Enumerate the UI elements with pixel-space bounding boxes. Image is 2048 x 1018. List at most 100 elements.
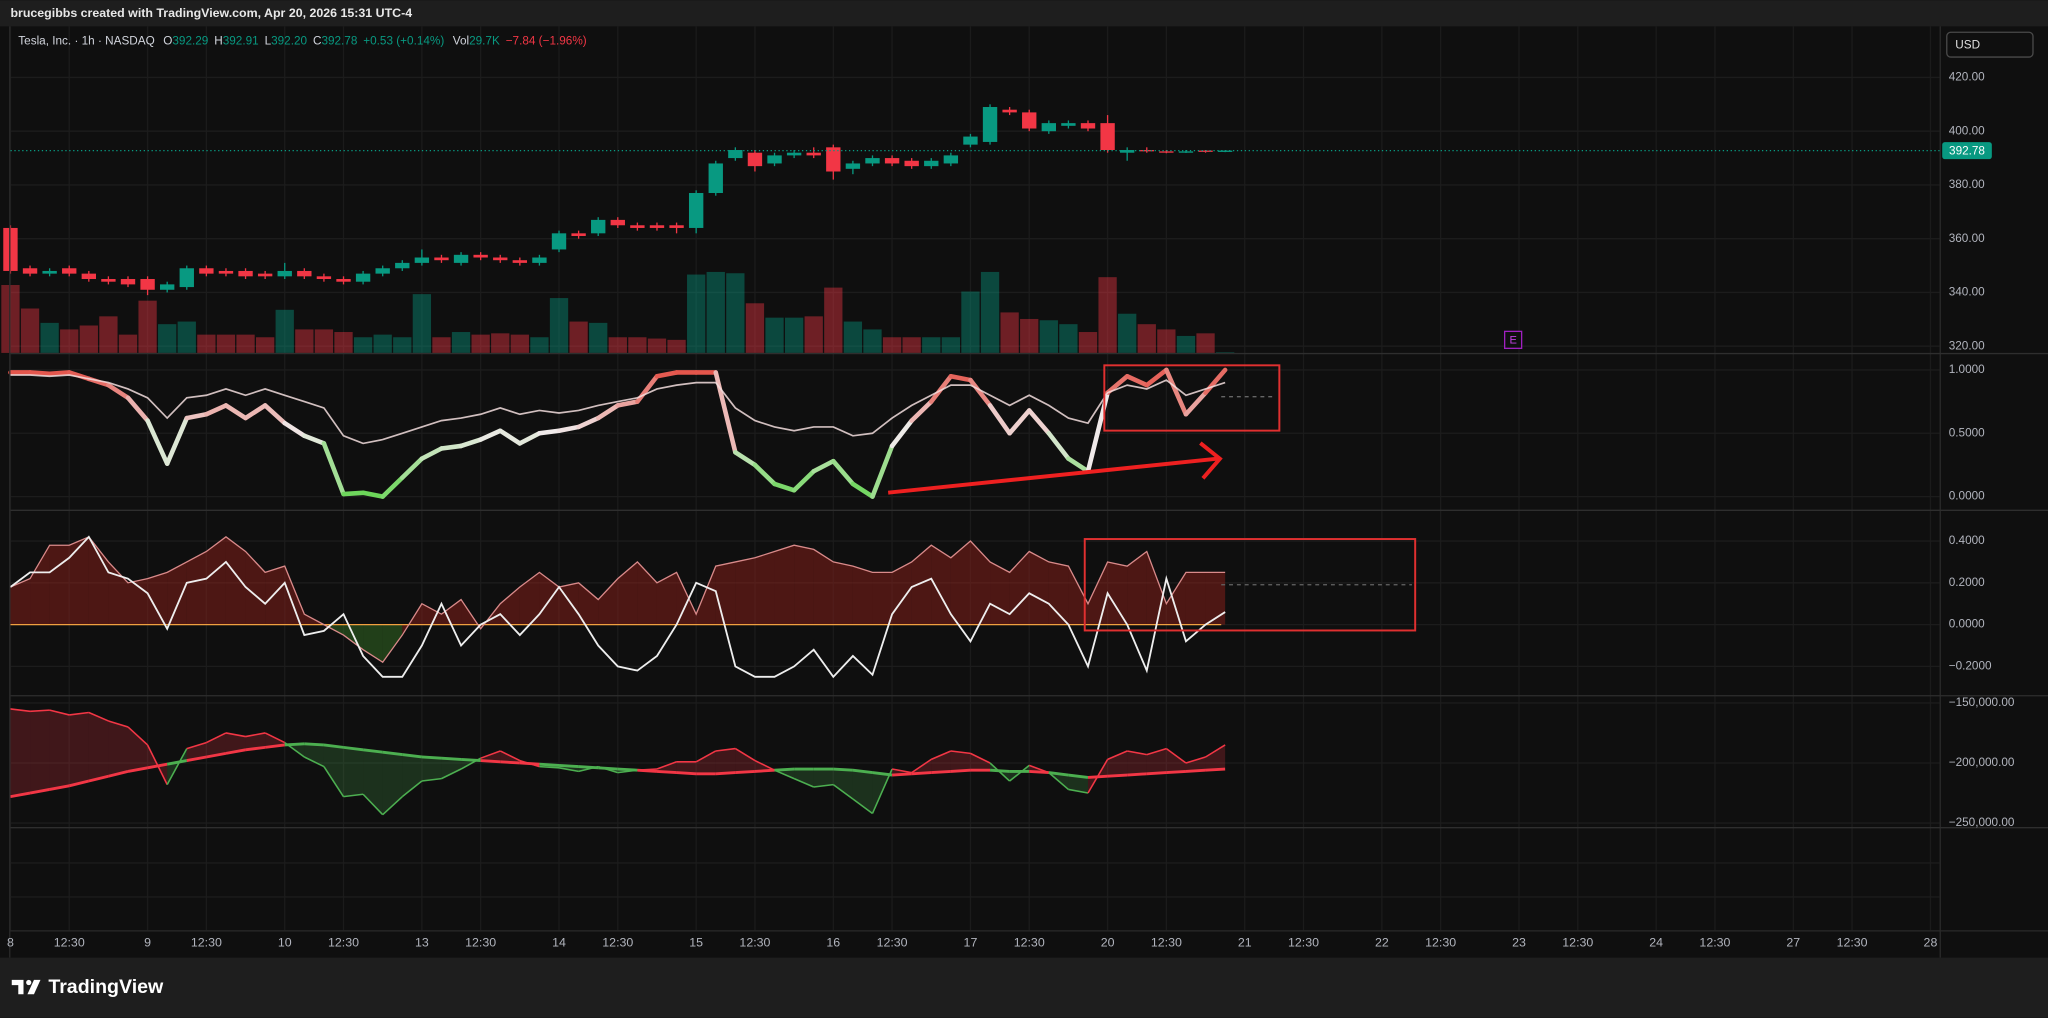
x-tick-label: 12:30	[1699, 936, 1730, 950]
area-fill	[10, 578, 31, 625]
slow-line-segment	[500, 760, 520, 765]
volume-bar	[158, 324, 177, 353]
volume-bar	[726, 273, 745, 353]
currency-button[interactable]	[1946, 31, 2034, 58]
indicator-segment	[223, 403, 248, 421]
low-value: 392.20	[271, 35, 307, 48]
slow-line-segment	[304, 742, 325, 747]
candle-body	[257, 273, 273, 277]
area-fill	[617, 561, 638, 625]
y-tick-label: 360.00	[1949, 232, 1985, 245]
slow-line-segment	[264, 743, 285, 749]
cloud-fill	[833, 769, 853, 800]
fast-line-segment	[852, 798, 873, 815]
volume-bar	[628, 337, 647, 353]
area-fill	[598, 578, 618, 625]
indicator-line	[9, 535, 1226, 679]
fast-line-segment	[382, 796, 403, 816]
fast-line-segment	[206, 732, 227, 744]
indicator-segment	[262, 403, 288, 426]
indicator-line	[10, 536, 1226, 664]
slow-line-segment	[891, 772, 912, 777]
area-fill	[813, 549, 834, 625]
x-tick-label: 12:30	[328, 936, 359, 950]
volume-bar	[60, 329, 79, 353]
volume-bar	[314, 329, 334, 353]
slow-line-segment	[1048, 771, 1069, 777]
x-tick-label: 12:30	[1014, 936, 1045, 950]
candle-body	[1217, 150, 1233, 152]
low-label: L	[265, 35, 272, 48]
area-fill	[872, 572, 893, 625]
volume-bar	[784, 317, 804, 353]
y-tick-label: 0.0000	[1949, 618, 1985, 631]
slow-line-segment	[676, 771, 697, 776]
x-tick-label: 28	[1924, 936, 1938, 950]
cloud-fill	[49, 710, 70, 790]
cloud-fill	[323, 744, 344, 797]
area-fill	[990, 561, 1010, 625]
earnings-label[interactable]: E	[1509, 334, 1516, 346]
candle-body	[786, 152, 802, 156]
area-fill	[539, 572, 560, 625]
candle-body	[1080, 123, 1096, 129]
fast-line-segment	[323, 766, 345, 798]
slow-line-segment	[343, 745, 364, 752]
area-fill	[69, 536, 89, 625]
volume-bar	[236, 334, 255, 353]
candle-body	[904, 160, 919, 167]
y-tick-label: 0.5000	[1949, 426, 1985, 439]
slow-line-segment	[10, 791, 31, 799]
cloud-fill	[1166, 748, 1186, 773]
candle-body	[551, 233, 567, 250]
x-tick-label: 17	[964, 936, 978, 950]
annotation-box	[1083, 538, 1417, 632]
slow-line-segment	[382, 750, 403, 757]
slow-line-segment	[88, 774, 109, 783]
indicator-segment	[164, 415, 190, 466]
indicator-segment	[1144, 367, 1169, 388]
slow-line-segment	[1127, 772, 1147, 777]
indicator-segment	[1183, 390, 1208, 417]
slow-line-segment	[833, 767, 853, 772]
slow-line-segment	[754, 768, 775, 773]
area-fill	[88, 536, 109, 625]
fast-line-segment	[1146, 747, 1167, 756]
slow-line-segment	[598, 766, 618, 771]
logo-shape	[26, 979, 32, 986]
fast-line-segment	[970, 752, 991, 764]
fast-line-segment	[127, 726, 149, 746]
volume-bar	[334, 332, 353, 353]
area-fill	[1029, 551, 1049, 625]
volume-bar	[1098, 277, 1117, 353]
earnings-marker[interactable]	[1504, 330, 1523, 349]
indicator-segment	[360, 490, 385, 499]
volume-bar	[20, 308, 40, 353]
slow-line-segment	[1029, 769, 1049, 775]
area-fill	[892, 561, 912, 625]
y-tick-label: −200,000.00	[1949, 756, 2015, 769]
slow-line-segment	[1087, 774, 1108, 779]
indicator-segment	[497, 428, 523, 446]
currency-label[interactable]: USD	[1955, 38, 1980, 51]
area-fill	[559, 582, 579, 625]
volume-bar	[882, 337, 902, 353]
candle-body	[630, 225, 645, 228]
slow-line-segment	[206, 751, 227, 759]
indicator-segment	[1066, 456, 1091, 474]
slow-line-segment	[578, 765, 599, 770]
area-fill	[794, 545, 814, 625]
indicator-segment	[1046, 430, 1071, 461]
fast-line-segment	[813, 783, 834, 788]
x-tick-label: 12:30	[1425, 936, 1456, 950]
y-tick-label: 320.00	[1949, 339, 1985, 352]
slow-line-segment	[931, 769, 951, 775]
x-tick-label: 12:30	[465, 936, 496, 950]
slow-line-segment	[1205, 767, 1226, 772]
volume-bar	[79, 325, 98, 353]
cloud-fill	[676, 761, 697, 774]
slow-line-segment	[1185, 768, 1206, 773]
indicator-segment	[1007, 408, 1032, 436]
area-fill	[265, 566, 285, 625]
fast-line-segment	[715, 747, 736, 752]
